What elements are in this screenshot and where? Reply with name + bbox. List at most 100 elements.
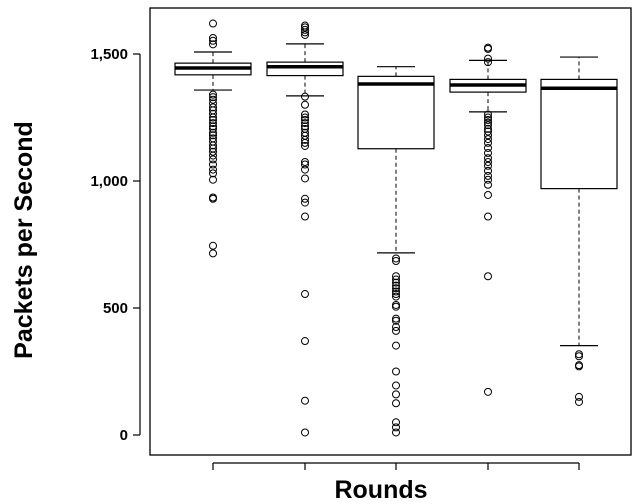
- outlier-point: [301, 30, 309, 39]
- outlier-point: [575, 392, 583, 401]
- outlier-point: [301, 174, 309, 183]
- outlier-point: [392, 326, 400, 335]
- y-axis: 0 500 1,000 1,500: [90, 46, 141, 444]
- box-group-3: [357, 66, 435, 437]
- outlier-point: [209, 93, 217, 102]
- outlier-point: [301, 110, 309, 119]
- outlier-point: [392, 418, 400, 427]
- outlier-point: [301, 100, 309, 109]
- outlier-point: [301, 290, 309, 299]
- outlier-point: [484, 121, 492, 130]
- iqr-box: [540, 78, 618, 190]
- outlier-point: [209, 128, 217, 137]
- outlier-point: [209, 95, 217, 104]
- outlier-point: [301, 138, 309, 147]
- outlier-point: [484, 131, 492, 140]
- outlier-point: [301, 28, 309, 37]
- outlier-point: [392, 254, 400, 263]
- y-tick-label: 1,500: [90, 46, 128, 63]
- outlier-point: [484, 127, 492, 136]
- outlier-point: [484, 175, 492, 184]
- outlier-point: [575, 362, 583, 371]
- outlier-point: [392, 284, 400, 293]
- outlier-point: [209, 241, 217, 250]
- outlier-point: [392, 278, 400, 287]
- outlier-point: [575, 352, 583, 361]
- outlier-point: [301, 92, 309, 101]
- outlier-point: [209, 165, 217, 174]
- outlier-point: [301, 157, 309, 166]
- box-group-5: [540, 56, 618, 406]
- outlier-point: [484, 272, 492, 281]
- outlier-point: [392, 323, 400, 332]
- outlier-point: [392, 381, 400, 390]
- outlier-point: [392, 423, 400, 432]
- outlier-point: [484, 58, 492, 67]
- outlier-point: [392, 428, 400, 437]
- outlier-point: [301, 165, 309, 174]
- outlier-point: [392, 257, 400, 266]
- outlier-point: [301, 194, 309, 203]
- outlier-point: [301, 212, 309, 221]
- outlier-point: [209, 160, 217, 169]
- outlier-point: [484, 171, 492, 180]
- outlier-point: [301, 25, 309, 34]
- outlier-point: [301, 119, 309, 128]
- y-tick-label: 1,000: [90, 173, 128, 190]
- outlier-point: [301, 23, 309, 32]
- outlier-point: [392, 292, 400, 301]
- outlier-point: [484, 180, 492, 189]
- outlier-point: [209, 103, 217, 112]
- outlier-point: [484, 157, 492, 166]
- outlier-point: [392, 399, 400, 408]
- outlier-point: [484, 166, 492, 175]
- outlier-point: [392, 302, 400, 311]
- outlier-point: [301, 116, 309, 125]
- box-group-1: [174, 19, 252, 258]
- outlier-point: [484, 212, 492, 221]
- outlier-point: [392, 272, 400, 281]
- outlier-point: [484, 110, 492, 119]
- outlier-point: [392, 281, 400, 290]
- outlier-point: [209, 119, 217, 128]
- outlier-point: [209, 151, 217, 160]
- outlier-point: [301, 337, 309, 346]
- outlier-point: [209, 116, 217, 125]
- outlier-point: [392, 390, 400, 399]
- outlier-point: [484, 44, 492, 53]
- x-axis-title: Rounds: [334, 476, 427, 504]
- y-tick-label: 500: [103, 300, 128, 317]
- outlier-point: [392, 367, 400, 376]
- outlier-point: [209, 40, 217, 49]
- outlier-point: [301, 198, 309, 207]
- outlier-point: [392, 287, 400, 296]
- outlier-point: [484, 154, 492, 163]
- outlier-point: [484, 143, 492, 152]
- x-axis: [212, 462, 580, 470]
- outlier-point: [392, 314, 400, 323]
- outlier-point: [392, 290, 400, 299]
- y-tick-label: 0: [120, 427, 128, 444]
- outlier-point: [209, 141, 217, 150]
- iqr-box: [357, 75, 435, 150]
- outlier-point: [209, 124, 217, 133]
- outlier-point: [301, 396, 309, 405]
- outlier-point: [301, 122, 309, 131]
- outlier-point: [575, 350, 583, 359]
- iqr-box: [266, 61, 344, 77]
- box-group-2: [266, 21, 344, 437]
- outlier-point: [209, 90, 217, 99]
- outlier-point: [484, 116, 492, 125]
- outlier-point: [209, 169, 217, 178]
- boxes: [174, 19, 618, 437]
- outlier-point: [209, 131, 217, 140]
- outlier-point: [484, 149, 492, 158]
- outlier-point: [484, 138, 492, 147]
- outlier-point: [484, 54, 492, 63]
- plot-frame: [149, 7, 632, 456]
- outlier-point: [209, 33, 217, 42]
- outlier-point: [301, 135, 309, 144]
- outlier-point: [484, 124, 492, 133]
- outlier-point: [209, 249, 217, 258]
